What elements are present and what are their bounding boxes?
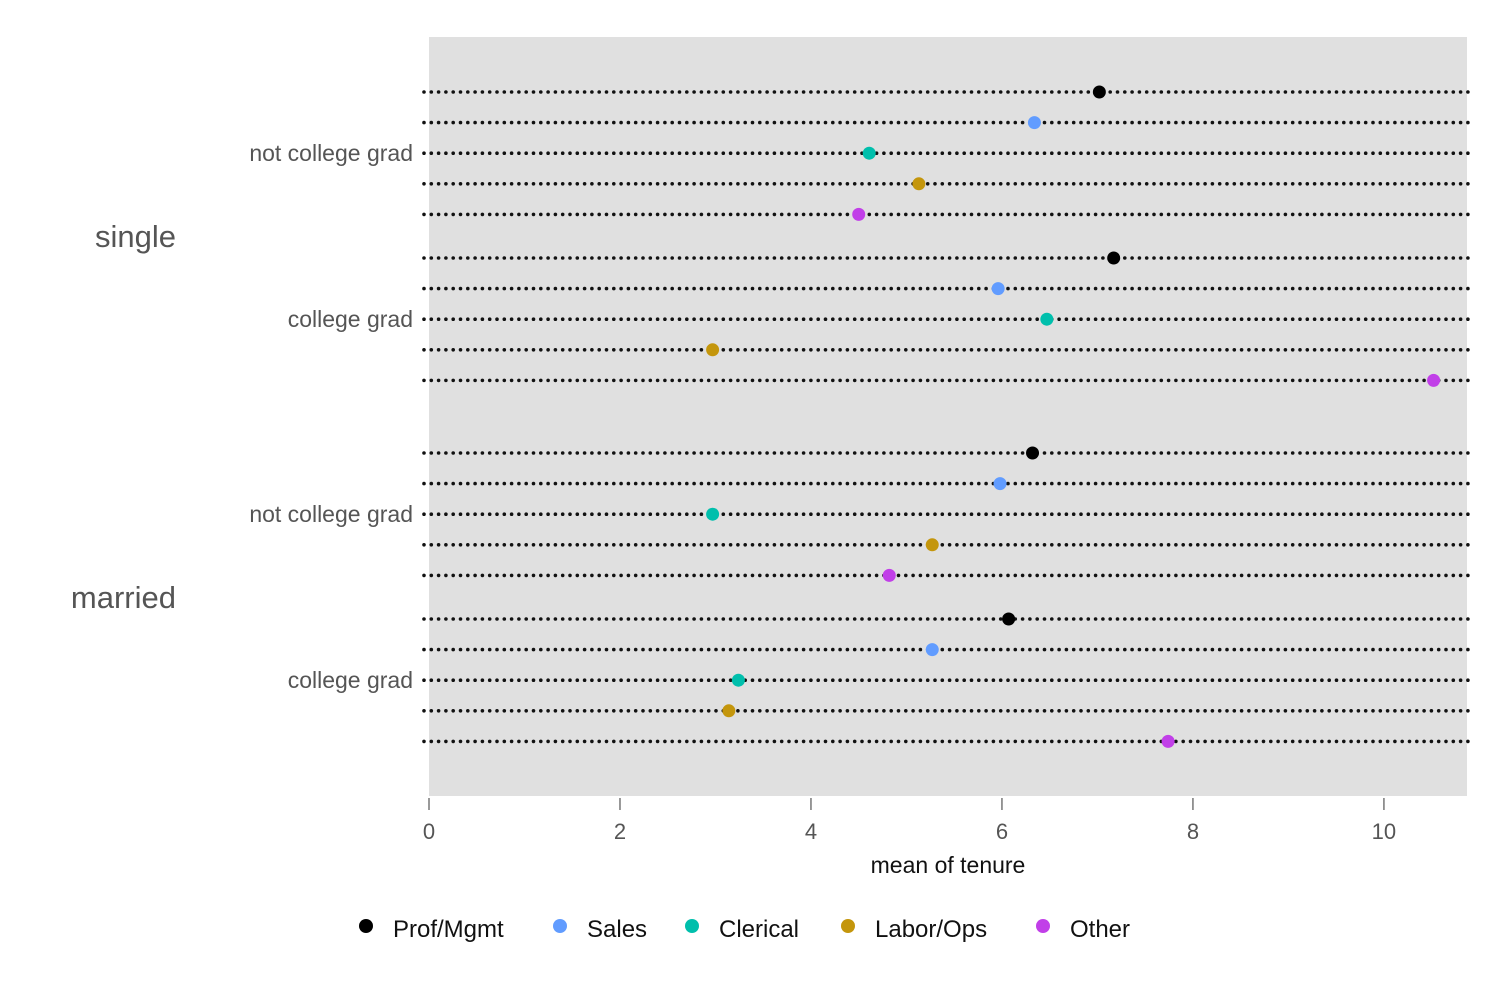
x-axis: 0 2 4 6 8 10 [423,798,1396,844]
data-point-labor-ops [912,177,926,191]
data-point-other [1427,373,1441,387]
data-point-other [882,568,896,582]
data-points [706,85,1441,748]
legend-key [841,919,855,933]
data-point-other [852,207,866,221]
legend-key [359,919,373,933]
y-axis-labels: not college grad college grad single not co… [71,140,413,693]
data-point-clerical [706,507,720,521]
subgroup-label: college grad [288,306,413,332]
data-point-clerical [1040,312,1054,326]
data-point-prof-mgmt [1107,251,1121,265]
legend: Prof/Mgmt Sales Clerical Labor/Ops Other [359,916,1130,943]
legend-label: Labor/Ops [875,916,987,943]
legend-label: Prof/Mgmt [393,916,504,943]
x-axis-title: mean of tenure [871,852,1026,878]
data-point-sales [1027,116,1041,130]
x-tick-label: 4 [805,819,817,844]
x-tick-label: 10 [1372,819,1396,844]
data-point-prof-mgmt [1002,612,1016,626]
group-label: single [95,219,176,254]
data-point-clerical [731,673,745,687]
legend-label: Sales [587,916,647,943]
x-tick-label: 0 [423,819,435,844]
subgroup-label: not college grad [249,140,413,166]
subgroup-label: not college grad [249,501,413,527]
data-point-sales [993,477,1007,491]
data-point-labor-ops [925,538,939,552]
data-point-labor-ops [706,343,720,357]
x-tick-label: 2 [614,819,626,844]
data-point-labor-ops [722,704,736,718]
data-point-other [1161,734,1175,748]
group-label: married [71,580,176,615]
legend-key [553,919,567,933]
guide-lines [422,90,1472,744]
data-point-sales [925,643,939,657]
subgroup-label: college grad [288,667,413,693]
legend-label: Clerical [719,916,799,943]
legend-key [685,919,699,933]
data-point-prof-mgmt [1026,446,1040,460]
legend-label: Other [1070,916,1130,943]
x-tick-label: 6 [996,819,1008,844]
data-point-prof-mgmt [1092,85,1106,99]
data-point-sales [991,282,1005,296]
legend-key [1036,919,1050,933]
x-tick-label: 8 [1187,819,1199,844]
data-point-clerical [862,146,876,160]
plot-panel [429,37,1467,796]
